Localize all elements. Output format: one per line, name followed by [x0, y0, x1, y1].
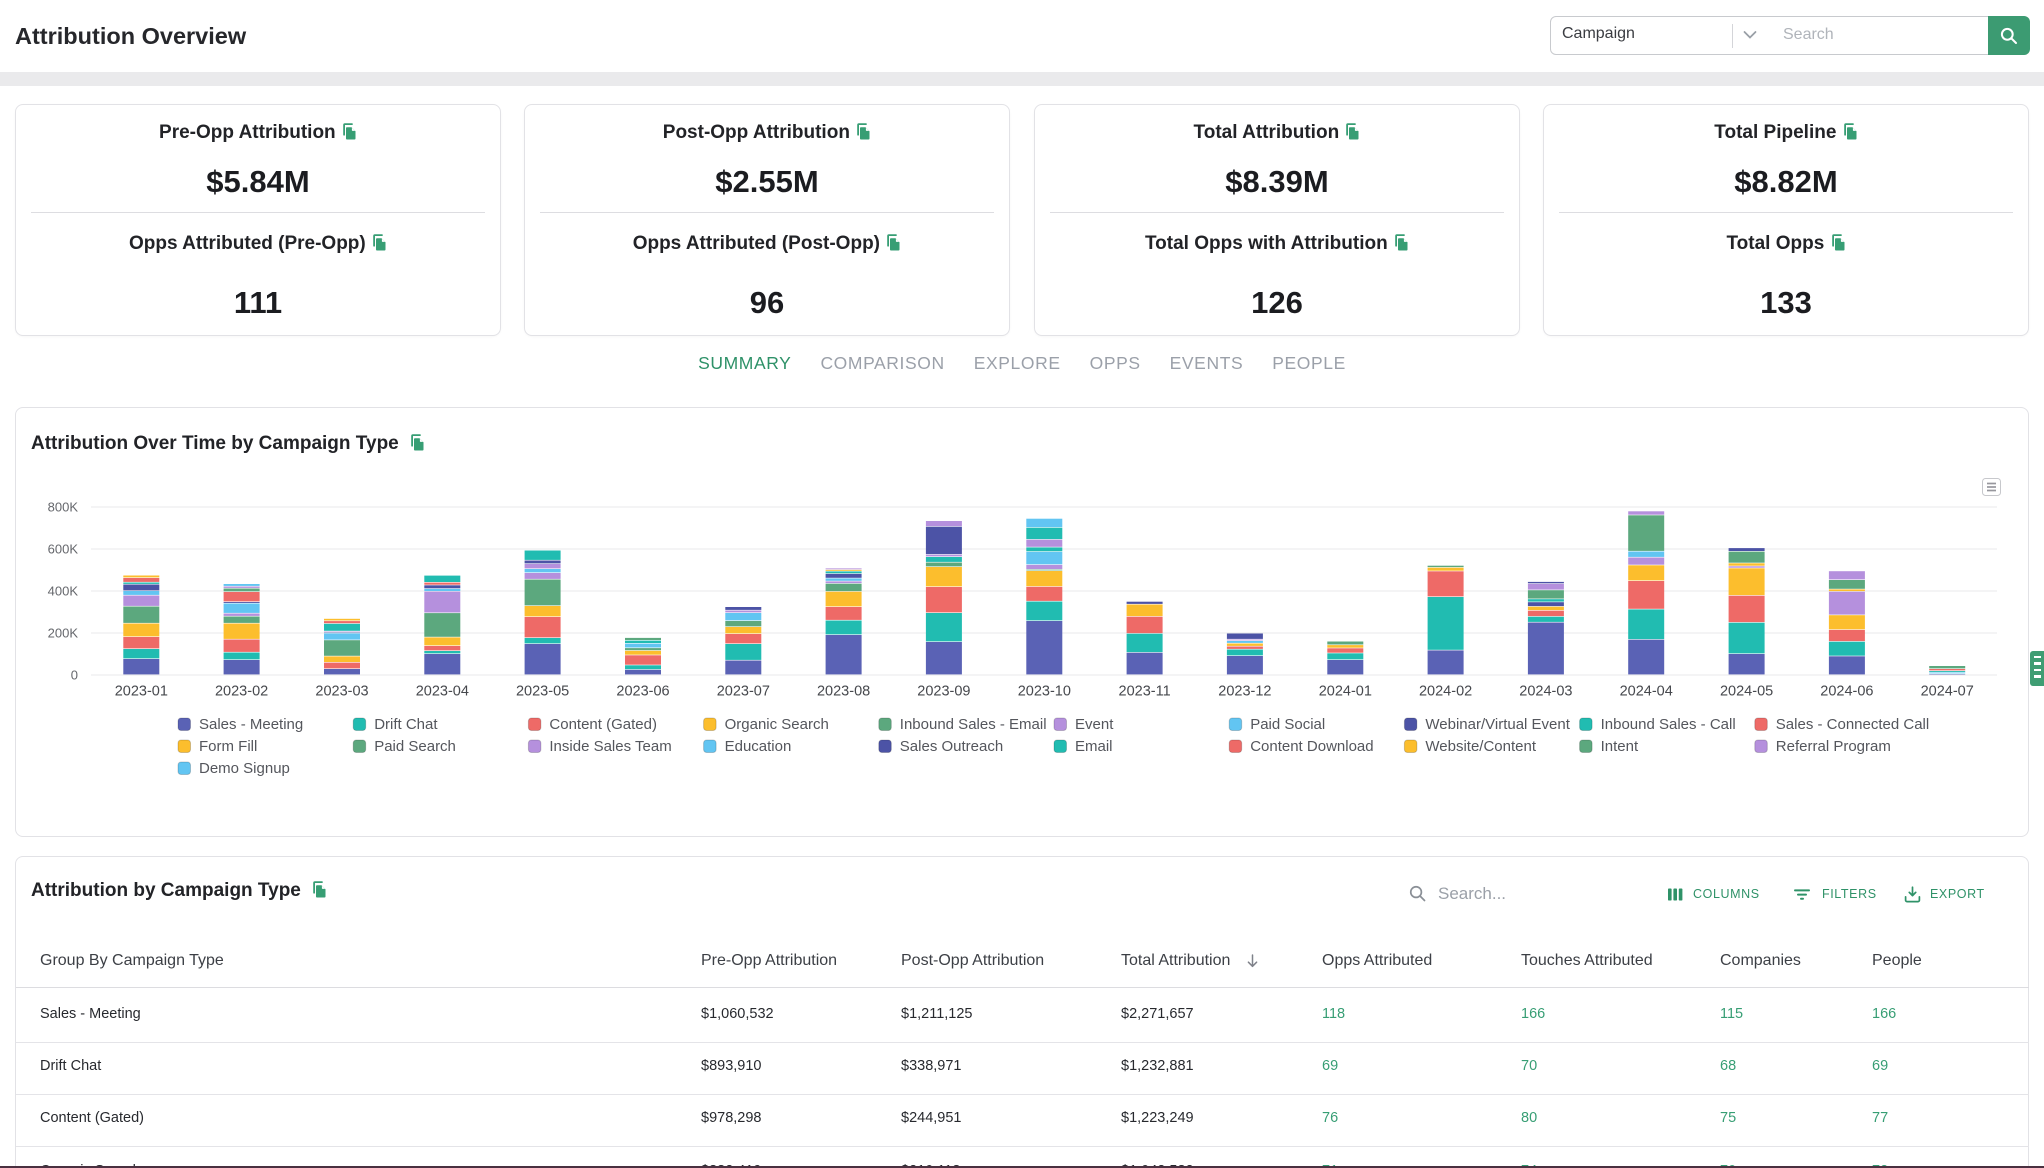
- svg-text:2023-10: 2023-10: [1018, 684, 1071, 700]
- svg-text:2023-05: 2023-05: [516, 684, 569, 700]
- svg-text:Event: Event: [1075, 716, 1114, 733]
- svg-text:Form Fill: Form Fill: [199, 738, 257, 755]
- svg-text:2023-07: 2023-07: [717, 684, 770, 700]
- svg-text:Webinar/Virtual Event: Webinar/Virtual Event: [1425, 716, 1570, 733]
- svg-text:0: 0: [71, 668, 78, 683]
- svg-text:Intent: Intent: [1601, 738, 1639, 755]
- svg-text:Referral Program: Referral Program: [1776, 738, 1891, 755]
- svg-text:Drift Chat: Drift Chat: [374, 716, 438, 733]
- svg-text:2024-02: 2024-02: [1419, 684, 1472, 700]
- svg-text:2023-06: 2023-06: [616, 684, 669, 700]
- svg-text:Website/Content: Website/Content: [1425, 738, 1536, 755]
- svg-text:2023-04: 2023-04: [416, 684, 469, 700]
- svg-text:2024-05: 2024-05: [1720, 684, 1773, 700]
- svg-text:Content (Gated): Content (Gated): [549, 716, 657, 733]
- svg-text:Inbound Sales - Email: Inbound Sales - Email: [900, 716, 1047, 733]
- svg-text:200K: 200K: [48, 626, 79, 641]
- svg-text:Education: Education: [725, 738, 792, 755]
- svg-text:2023-12: 2023-12: [1218, 684, 1271, 700]
- svg-text:Sales Outreach: Sales Outreach: [900, 738, 1003, 755]
- svg-text:Inside Sales Team: Inside Sales Team: [549, 738, 671, 755]
- svg-text:2023-09: 2023-09: [917, 684, 970, 700]
- svg-text:Content Download: Content Download: [1250, 738, 1373, 755]
- svg-text:2024-03: 2024-03: [1519, 684, 1572, 700]
- svg-text:2023-08: 2023-08: [817, 684, 870, 700]
- svg-text:Sales - Connected Call: Sales - Connected Call: [1776, 716, 1929, 733]
- svg-text:2024-07: 2024-07: [1921, 684, 1974, 700]
- svg-text:2023-02: 2023-02: [215, 684, 268, 700]
- svg-text:2023-11: 2023-11: [1119, 684, 1171, 700]
- svg-text:2024-06: 2024-06: [1820, 684, 1873, 700]
- svg-text:2024-01: 2024-01: [1319, 684, 1372, 700]
- svg-text:Sales - Meeting: Sales - Meeting: [199, 716, 303, 733]
- svg-text:Inbound Sales - Call: Inbound Sales - Call: [1601, 716, 1736, 733]
- svg-text:Paid Search: Paid Search: [374, 738, 456, 755]
- svg-text:400K: 400K: [48, 584, 79, 599]
- svg-text:2023-03: 2023-03: [315, 684, 368, 700]
- svg-text:Paid Social: Paid Social: [1250, 716, 1325, 733]
- svg-text:Organic Search: Organic Search: [725, 716, 829, 733]
- svg-text:600K: 600K: [48, 542, 79, 557]
- svg-text:Email: Email: [1075, 738, 1113, 755]
- svg-text:2023-01: 2023-01: [115, 684, 168, 700]
- svg-text:2024-04: 2024-04: [1620, 684, 1673, 700]
- svg-text:800K: 800K: [48, 500, 79, 515]
- svg-text:Demo Signup: Demo Signup: [199, 760, 290, 777]
